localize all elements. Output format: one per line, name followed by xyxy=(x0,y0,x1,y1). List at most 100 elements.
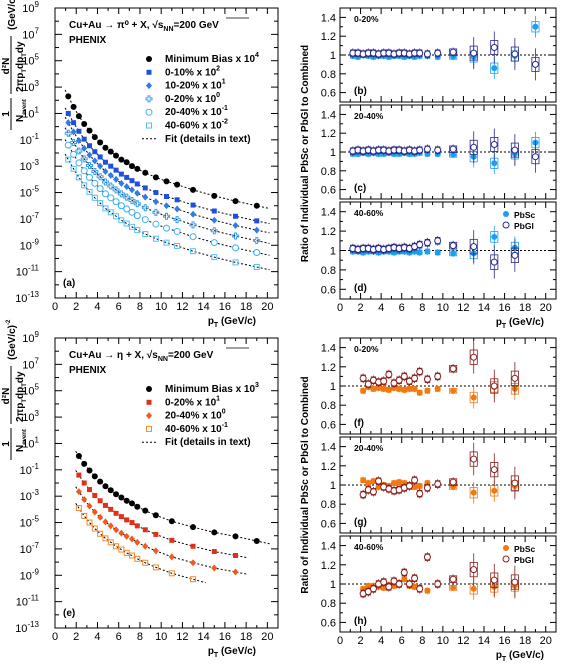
x-tick-label: 6 xyxy=(116,631,122,643)
pbgl-point xyxy=(416,49,424,57)
data-point xyxy=(81,121,88,127)
x-axis-title: pT (GeV/c) xyxy=(496,317,544,330)
data-point xyxy=(86,188,93,195)
data-point xyxy=(190,248,197,255)
y-tick-label: 10-3 xyxy=(20,158,40,173)
legend-label: Fit (details in text) xyxy=(165,437,251,448)
y-tick-label: 1.4 xyxy=(321,207,336,219)
pbgl-point xyxy=(400,372,408,380)
ylabel-den2-sub: T xyxy=(22,399,28,403)
y-tick-label: 10-11 xyxy=(16,264,40,279)
panel-label: (c) xyxy=(354,183,366,194)
data-point xyxy=(152,174,159,181)
ratio-group-3: 0.6 0.8 1 1.2 1.4 0-20% (f) 0.6 0.8 1 1.2 1.4 20-40%… xyxy=(300,337,557,663)
x-tick-label: 10 xyxy=(155,631,167,643)
data-point xyxy=(101,178,109,186)
y-tick-exponent: -1 xyxy=(32,132,40,141)
data-point xyxy=(76,128,82,134)
data-point xyxy=(118,171,124,177)
x-tick-label: 4 xyxy=(378,635,384,647)
pbgl-point xyxy=(470,243,478,251)
x-tick-label: 4 xyxy=(94,301,100,313)
data-point xyxy=(233,553,239,558)
pbsc-point xyxy=(375,384,382,391)
y-tick-label: 1.4 xyxy=(321,343,336,355)
x-tick-label: 20 xyxy=(540,635,552,647)
x-tick-label: 8 xyxy=(137,631,143,643)
data-point xyxy=(118,179,125,187)
data-point xyxy=(87,487,93,493)
ratio-panel-(b): 0.6 0.8 1 1.2 1.4 0-20% (b) xyxy=(321,7,557,103)
data-point xyxy=(81,182,88,189)
legend-label: PbGl xyxy=(514,555,534,565)
data-point xyxy=(163,202,170,210)
data-point xyxy=(174,205,181,213)
subtitle: PHENIX xyxy=(69,365,107,376)
y-tick-exponent: -1 xyxy=(32,462,40,471)
data-point xyxy=(70,103,77,110)
data-point xyxy=(117,202,125,210)
panel-label: (a) xyxy=(63,278,75,289)
data-point xyxy=(124,174,130,180)
pbgl-point xyxy=(490,43,498,51)
x-tick-label: 2 xyxy=(73,301,79,313)
legend-marker xyxy=(146,122,152,129)
y-tick-label: 107 xyxy=(22,356,39,371)
data-point xyxy=(75,488,82,496)
pbsc-point xyxy=(450,151,457,158)
y-tick-label: 10-7 xyxy=(20,541,40,556)
y-tick-label: 0.6 xyxy=(321,88,336,100)
data-point xyxy=(134,227,141,234)
data-point xyxy=(91,157,98,165)
ratio-group-2: 0.6 0.8 1 1.2 1.4 0-20% (b) 0.6 0.8 1 1.2 1.4 20-40%… xyxy=(300,7,557,330)
y-tick-label: 1 xyxy=(330,50,336,62)
data-point xyxy=(107,487,114,494)
pbgl-point xyxy=(449,365,457,373)
data-point xyxy=(118,217,125,224)
data-point xyxy=(86,162,94,170)
data-point xyxy=(174,242,181,249)
y-tick-label: 10-5 xyxy=(20,515,40,530)
y-tick-label: 10-7 xyxy=(20,211,40,226)
legend-sup: 3 xyxy=(255,382,259,389)
data-point xyxy=(174,181,181,188)
x-tick-label: 14 xyxy=(198,631,210,643)
data-point xyxy=(107,209,114,216)
pbsc-point xyxy=(491,65,498,72)
data-point xyxy=(75,136,82,144)
y-tick-label: 1.4 xyxy=(321,442,336,454)
data-point xyxy=(124,517,130,523)
data-point xyxy=(118,514,124,520)
y-tick-exponent: -5 xyxy=(32,185,40,194)
y-tick-exponent: 5 xyxy=(35,383,40,392)
y-tick-label: 1 xyxy=(330,480,336,492)
x-tick-label: 10 xyxy=(155,301,167,313)
data-point xyxy=(91,167,99,175)
data-point xyxy=(91,473,98,480)
pbsc-point xyxy=(411,385,418,392)
pbgl-point xyxy=(405,482,413,490)
x-tick-label: 8 xyxy=(419,302,425,314)
data-point xyxy=(152,208,160,216)
x-axis-unit: (GeV/c) xyxy=(506,317,544,328)
series-3 xyxy=(75,503,206,584)
x-tick-label: 0 xyxy=(337,635,343,647)
data-point xyxy=(76,472,82,478)
data-point xyxy=(128,196,136,204)
ylabel-den2: 2πpTdpTdy xyxy=(15,41,28,92)
data-point xyxy=(75,174,82,181)
data-point xyxy=(102,167,109,175)
pbgl-point xyxy=(423,145,431,153)
data-point xyxy=(102,535,109,542)
pbsc-point xyxy=(434,249,441,256)
data-point xyxy=(142,559,149,566)
pbsc-point xyxy=(450,250,457,257)
data-point xyxy=(128,535,135,543)
ratio-panel-(g): 0.6 0.8 1 1.2 1.4 20-40% (g) xyxy=(321,436,557,534)
y-tick-label: 1.2 xyxy=(321,560,336,572)
title-subscript: NN xyxy=(158,356,168,363)
y-tick-exponent: 9 xyxy=(35,330,40,339)
pbgl-point xyxy=(395,376,403,384)
data-point xyxy=(101,190,109,198)
